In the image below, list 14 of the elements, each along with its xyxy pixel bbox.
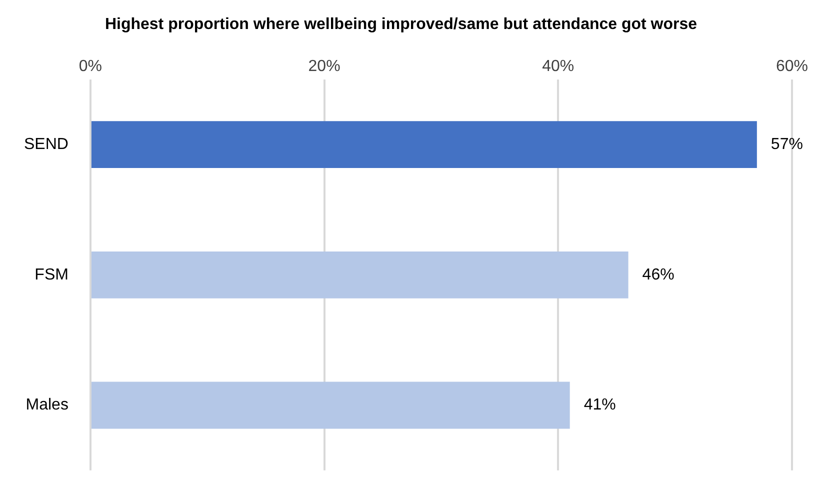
y-tick-label: SEND <box>24 136 68 153</box>
bar <box>91 251 628 298</box>
y-tick-label: FSM <box>34 266 68 284</box>
x-tick-label: 20% <box>308 58 340 76</box>
bar <box>91 121 757 168</box>
data-label: 41% <box>584 396 616 414</box>
chart-title: Highest proportion where wellbeing improved/same but attendance got worse <box>104 16 698 34</box>
data-label: 46% <box>642 266 674 284</box>
y-tick-label: Males <box>26 396 68 414</box>
x-tick-label: 0% <box>78 58 102 76</box>
bar <box>91 382 570 429</box>
x-tick-label: 40% <box>542 58 574 76</box>
data-label: 57% <box>770 136 803 153</box>
x-tick-label: 60% <box>776 58 808 76</box>
